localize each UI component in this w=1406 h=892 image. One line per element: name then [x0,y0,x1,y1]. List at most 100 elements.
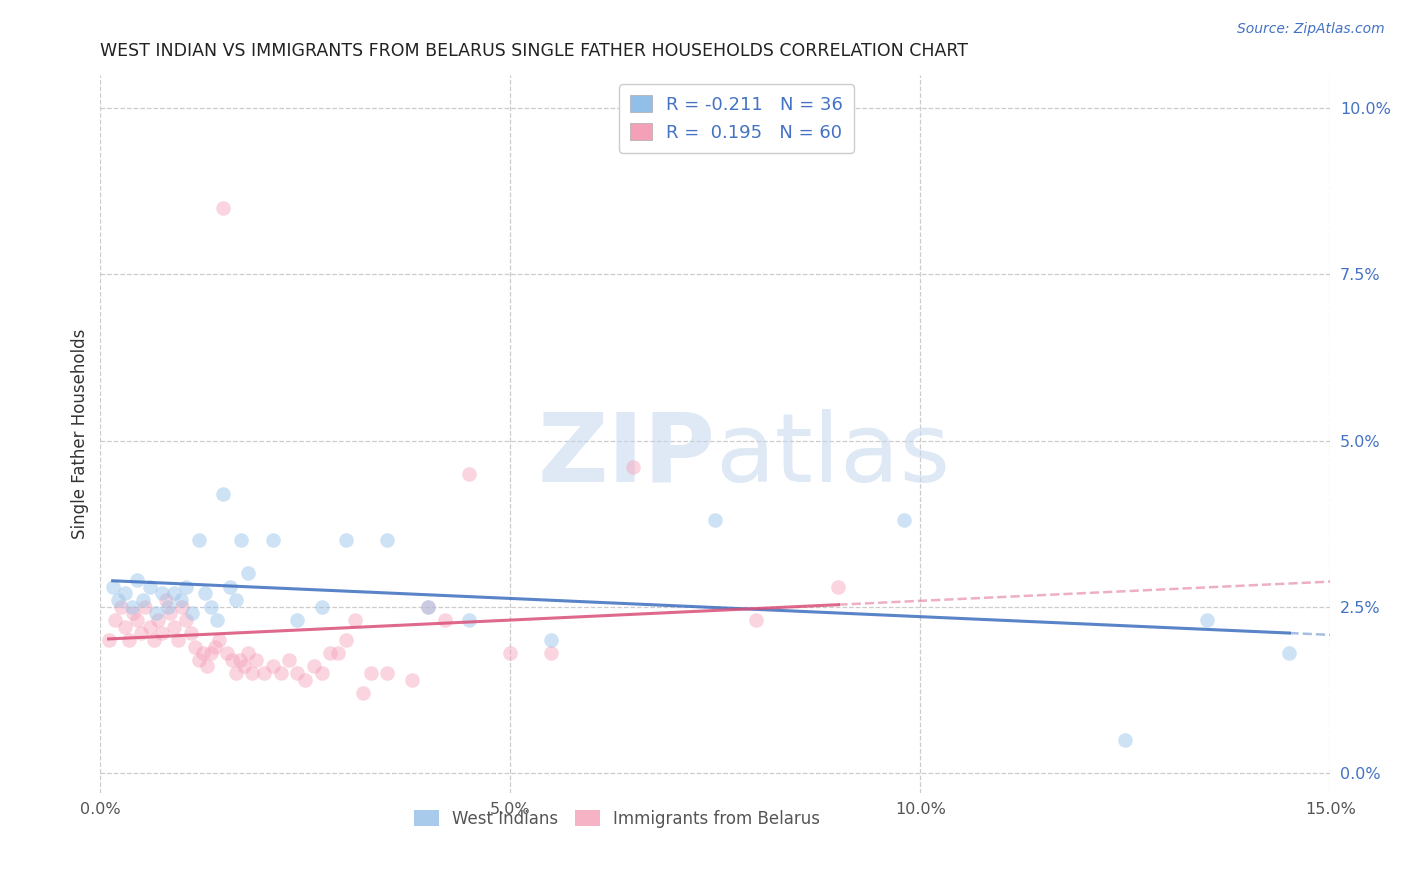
Point [893,513,915,527]
Point [540,646,562,660]
Point [232,659,254,673]
Point [540,632,562,647]
Point [167,632,190,647]
Point [221,653,243,667]
Point [204,640,226,654]
Point [195,659,218,673]
Point [208,632,231,647]
Point [418,599,440,614]
Point [319,646,342,660]
Point [704,513,727,527]
Point [1278,646,1301,660]
Point [377,666,399,681]
Point [146,613,169,627]
Point [377,533,399,548]
Point [132,593,155,607]
Point [150,586,173,600]
Point [191,646,214,660]
Point [200,646,222,660]
Point [335,632,357,647]
Point [458,613,481,627]
Point [138,619,160,633]
Point [245,653,267,667]
Point [176,613,198,627]
Point [236,646,259,660]
Point [270,666,292,681]
Point [138,580,160,594]
Point [170,593,193,607]
Point [194,586,217,600]
Point [155,593,177,607]
Point [240,666,263,681]
Point [145,607,167,621]
Point [163,619,186,633]
Point [205,613,228,627]
Point [236,566,259,581]
Point [231,533,253,548]
Point [294,673,316,687]
Point [187,653,209,667]
Text: Source: ZipAtlas.com: Source: ZipAtlas.com [1237,22,1385,37]
Point [418,599,440,614]
Point [212,486,235,500]
Point [114,619,136,633]
Point [217,646,239,660]
Point [97,632,120,647]
Point [745,613,768,627]
Point [1197,613,1219,627]
Point [107,593,129,607]
Point [433,613,456,627]
Point [183,640,205,654]
Point [200,599,222,614]
Point [225,593,247,607]
Point [150,626,173,640]
Text: atlas: atlas [716,409,950,502]
Point [134,599,156,614]
Point [127,613,149,627]
Point [458,467,481,481]
Text: ZIP: ZIP [537,409,716,502]
Point [499,646,522,660]
Legend: West Indians, Immigrants from Belarus: West Indians, Immigrants from Belarus [408,803,827,835]
Point [142,632,165,647]
Point [311,666,333,681]
Point [262,533,284,548]
Point [101,580,124,594]
Point [229,653,252,667]
Point [401,673,423,687]
Point [335,533,357,548]
Point [118,632,141,647]
Point [302,659,325,673]
Point [180,626,202,640]
Point [172,599,194,614]
Point [121,599,143,614]
Point [110,599,132,614]
Point [176,580,198,594]
Point [285,613,308,627]
Point [352,686,374,700]
Y-axis label: Single Father Households: Single Father Households [72,329,89,539]
Point [328,646,350,660]
Point [159,607,181,621]
Point [122,607,145,621]
Point [104,613,127,627]
Point [262,659,284,673]
Point [253,666,276,681]
Point [114,586,136,600]
Point [278,653,301,667]
Point [163,586,186,600]
Point [131,626,153,640]
Point [187,533,209,548]
Point [827,580,849,594]
Point [181,607,204,621]
Point [225,666,247,681]
Point [360,666,382,681]
Point [156,599,179,614]
Point [343,613,366,627]
Point [285,666,308,681]
Point [621,460,644,475]
Point [1114,732,1136,747]
Point [219,580,242,594]
Point [311,599,333,614]
Point [127,573,149,587]
